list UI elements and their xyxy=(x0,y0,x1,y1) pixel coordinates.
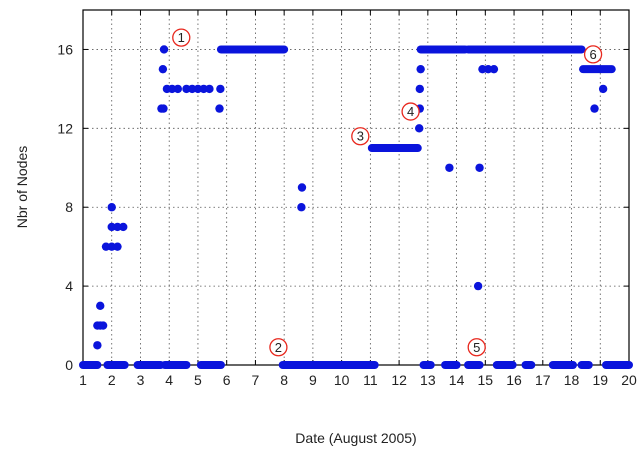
data-point xyxy=(93,341,102,350)
data-point xyxy=(107,203,116,212)
x-axis-label: Date (August 2005) xyxy=(295,430,416,446)
data-point xyxy=(445,163,454,172)
x-tick-label: 3 xyxy=(137,372,145,388)
x-tick-label: 8 xyxy=(280,372,288,388)
annotation-label: 4 xyxy=(407,104,414,119)
x-tick-label: 17 xyxy=(535,372,551,388)
data-point xyxy=(107,242,116,251)
data-point xyxy=(98,321,108,330)
data-point xyxy=(159,45,169,54)
x-tick-label: 15 xyxy=(478,372,494,388)
data-point xyxy=(590,104,599,113)
annotation-circle xyxy=(467,338,486,357)
annotations: 1 2 3 4 5 6 xyxy=(172,28,603,357)
data-point xyxy=(96,301,105,311)
data-point xyxy=(113,242,122,251)
x-tick-label: 6 xyxy=(223,372,231,388)
data-point xyxy=(107,222,116,232)
x-tick-label: 19 xyxy=(592,372,608,388)
data-points xyxy=(93,45,608,350)
data-point xyxy=(119,222,128,232)
data-point xyxy=(159,104,168,113)
data-point xyxy=(483,64,493,74)
x-tick-label: 16 xyxy=(506,372,522,388)
x-tick-label: 1 xyxy=(79,372,87,388)
x-tick-label: 5 xyxy=(194,372,202,388)
data-segments xyxy=(79,45,633,369)
data-point xyxy=(415,124,424,133)
plot-frame xyxy=(82,9,630,366)
data-point xyxy=(478,64,487,74)
data-point xyxy=(167,84,177,94)
y-tick-labels: 0 4 8 12 16 xyxy=(57,41,73,373)
x-tick-labels: 1 2 3 4 5 6 7 8 9 10 11 12 13 14 15 16 17 18 19 20 xyxy=(79,372,637,388)
y-tick-label: 4 xyxy=(65,278,73,294)
data-point xyxy=(598,84,608,94)
x-tick-label: 2 xyxy=(108,372,116,388)
data-point xyxy=(205,84,214,94)
x-tick-label: 20 xyxy=(621,372,637,388)
axis-ticks xyxy=(82,10,630,366)
data-point xyxy=(297,183,307,192)
annotation-circle xyxy=(172,28,191,47)
x-tick-label: 9 xyxy=(309,372,317,388)
annotation-label: 2 xyxy=(275,340,282,355)
x-tick-label: 7 xyxy=(252,372,260,388)
data-point xyxy=(113,222,122,232)
grid xyxy=(83,10,629,365)
annotation-label: 6 xyxy=(589,47,596,62)
y-tick-label: 16 xyxy=(57,41,73,57)
data-point xyxy=(215,104,224,113)
data-point xyxy=(489,64,499,74)
data-point xyxy=(475,163,484,172)
annotation-label: 1 xyxy=(178,30,185,45)
annotation-circle xyxy=(351,127,370,146)
data-point xyxy=(473,281,483,291)
data-point xyxy=(182,84,191,94)
data-point xyxy=(188,84,197,94)
annotation-label: 5 xyxy=(473,340,480,355)
data-point xyxy=(173,84,183,94)
x-tick-label: 14 xyxy=(449,372,465,388)
data-point xyxy=(101,242,111,251)
annotation-circle xyxy=(401,102,420,121)
y-tick-label: 8 xyxy=(65,199,73,215)
y-tick-label: 0 xyxy=(65,357,73,373)
y-axis-label: Nbr of Nodes xyxy=(14,146,30,228)
annotation-label: 3 xyxy=(357,129,364,144)
data-point xyxy=(416,64,425,74)
x-tick-label: 11 xyxy=(363,372,378,388)
annotation-circle xyxy=(583,45,603,64)
data-point xyxy=(158,64,168,74)
annotation-circle xyxy=(269,338,288,357)
data-point xyxy=(216,84,225,94)
data-point xyxy=(199,84,208,94)
x-tick-label: 4 xyxy=(165,372,173,388)
x-tick-label: 13 xyxy=(420,372,436,388)
data-point xyxy=(297,203,306,212)
x-tick-label: 12 xyxy=(391,372,407,388)
y-tick-label: 12 xyxy=(57,120,73,136)
x-tick-label: 18 xyxy=(564,372,580,388)
data-point xyxy=(415,84,424,94)
x-tick-label: 10 xyxy=(334,372,350,388)
data-point xyxy=(193,84,203,94)
